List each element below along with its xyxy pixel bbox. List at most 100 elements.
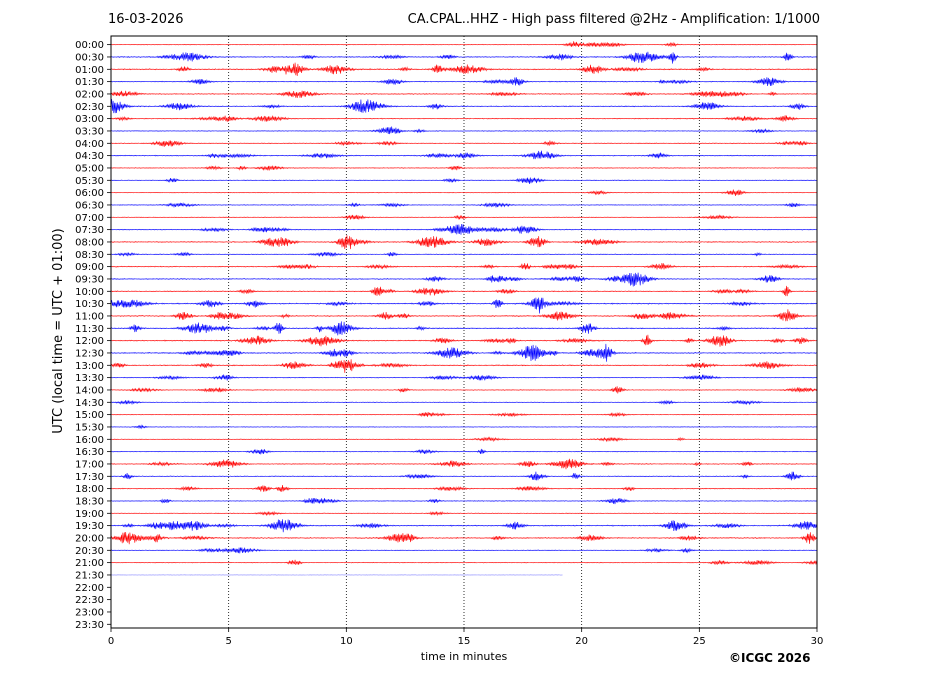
y-tick-label: 12:30 (75, 348, 104, 359)
trace-0730 (110, 224, 817, 235)
y-tick-label: 19:00 (75, 509, 104, 520)
y-tick-label: 04:00 (75, 139, 104, 150)
y-tick-label: 11:30 (75, 324, 104, 335)
y-tick-label: 01:30 (75, 77, 104, 88)
trace-1430 (110, 399, 817, 406)
trace-0930 (110, 272, 817, 287)
y-tick-label: 21:30 (75, 570, 104, 581)
trace-0530 (110, 177, 817, 184)
plot-frame (110, 35, 818, 629)
x-tick-label: 15 (458, 636, 471, 647)
trace-1230 (110, 343, 817, 362)
x-tick-label: 20 (575, 636, 588, 647)
y-tick-label: 15:00 (75, 410, 104, 421)
x-tick-label: 0 (108, 636, 114, 647)
grid-layer (228, 36, 700, 628)
plot-date: 16-03-2026 (108, 12, 184, 27)
trace-1900 (110, 510, 817, 517)
y-tick-label: 07:30 (75, 225, 104, 236)
trace-2000 (110, 532, 817, 545)
trace-0230 (110, 99, 817, 114)
y-tick-label: 01:00 (75, 65, 104, 76)
y-tick-label: 18:30 (75, 496, 104, 507)
y-tick-label: 06:30 (75, 200, 104, 211)
x-tick-label: 10 (340, 636, 353, 647)
y-tick-label: 20:30 (75, 546, 104, 557)
trace-0900 (110, 263, 817, 270)
trace-1400 (110, 386, 817, 394)
y-tick-label: 00:30 (75, 52, 104, 63)
trace-1500 (110, 412, 817, 418)
y-tick-label: 17:30 (75, 472, 104, 483)
trace-1100 (110, 309, 817, 322)
y-tick-label: 19:30 (75, 521, 104, 532)
trace-2030 (110, 547, 817, 554)
trace-0400 (110, 140, 817, 147)
trace-0100 (110, 62, 817, 76)
y-tick-label: 05:30 (75, 176, 104, 187)
y-tick-label: 08:00 (75, 237, 104, 248)
y-tick-label: 10:00 (75, 287, 104, 298)
trace-0830 (110, 251, 817, 258)
y-tick-label: 12:00 (75, 336, 104, 347)
trace-1000 (110, 285, 817, 297)
trace-2130 (110, 574, 563, 576)
trace-1200 (110, 334, 817, 347)
y-tick-label: 13:00 (75, 361, 104, 372)
y-tick-label: 20:00 (75, 533, 104, 544)
y-tick-label: 07:00 (75, 213, 104, 224)
trace-layer (110, 41, 817, 576)
y-tick-label: 02:30 (75, 102, 104, 113)
trace-1630 (110, 448, 817, 455)
trace-0700 (110, 214, 817, 220)
x-axis: 0 5 10 15 20 25 30 (108, 628, 824, 647)
plot-title: CA.CPAL..HHZ - High pass filtered @2Hz -… (407, 12, 820, 27)
y-tick-label: 04:30 (75, 151, 104, 162)
trace-0130 (110, 77, 817, 87)
y-tick-label: 09:30 (75, 274, 104, 285)
trace-0000 (110, 41, 817, 48)
y-tick-label: 16:30 (75, 447, 104, 458)
y-tick-label: 14:00 (75, 385, 104, 396)
y-axis-label: UTC (local time = UTC + 01:00) (51, 228, 66, 433)
y-tick-label: 22:30 (75, 595, 104, 606)
y-tick-label: 11:00 (75, 311, 104, 322)
y-tick-label: 16:00 (75, 435, 104, 446)
x-axis-label: time in minutes (421, 650, 508, 663)
y-tick-label: 17:00 (75, 459, 104, 470)
trace-0430 (110, 150, 817, 160)
trace-1130 (110, 321, 817, 336)
y-tick-label: 22:00 (75, 583, 104, 594)
x-tick-label: 25 (693, 636, 706, 647)
y-tick-label: 05:00 (75, 163, 104, 174)
y-tick-label: 03:30 (75, 126, 104, 137)
trace-2100 (110, 559, 817, 566)
y-tick-label: 10:30 (75, 299, 104, 310)
trace-0500 (110, 165, 817, 171)
trace-1700 (110, 458, 817, 470)
trace-1800 (110, 485, 817, 492)
y-tick-label: 23:00 (75, 607, 104, 618)
trace-1030 (110, 297, 817, 314)
trace-0630 (110, 202, 817, 208)
y-tick-label: 21:00 (75, 558, 104, 569)
y-tick-label: 00:00 (75, 40, 104, 51)
y-tick-label: 09:00 (75, 262, 104, 273)
trace-1330 (110, 374, 817, 381)
trace-0200 (110, 90, 817, 98)
trace-0330 (110, 126, 817, 135)
y-tick-label: 08:30 (75, 250, 104, 261)
trace-1730 (110, 471, 817, 481)
trace-1930 (110, 519, 817, 533)
trace-1600 (110, 436, 817, 443)
trace-0030 (110, 51, 817, 64)
trace-1530 (110, 424, 817, 430)
y-tick-label: 15:30 (75, 422, 104, 433)
y-tick-label: 14:30 (75, 398, 104, 409)
copyright-label: ©ICGC 2026 (729, 651, 811, 665)
trace-0300 (110, 115, 817, 122)
y-tick-label: 23:30 (75, 620, 104, 631)
x-tick-label: 30 (811, 636, 824, 647)
trace-1830 (110, 497, 817, 505)
